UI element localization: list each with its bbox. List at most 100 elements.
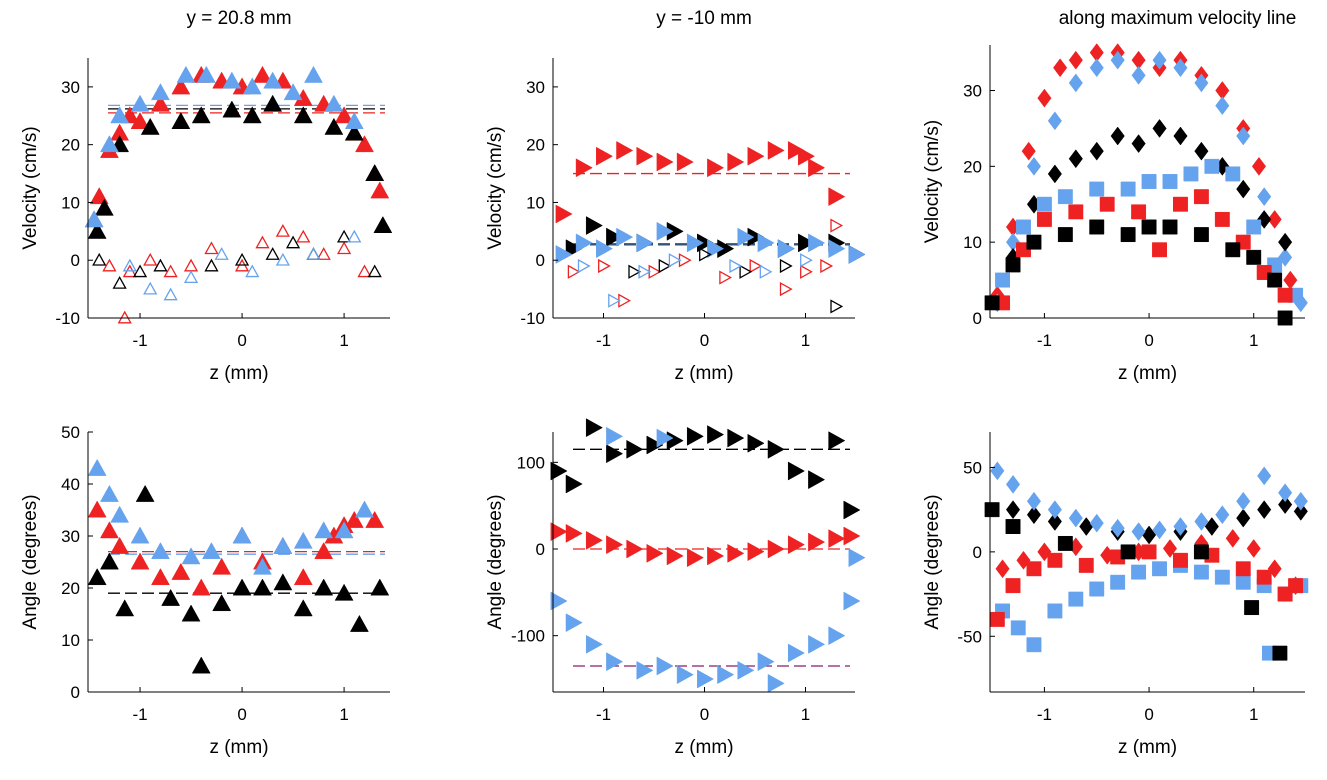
marker	[1089, 58, 1104, 78]
marker	[1225, 242, 1241, 258]
marker	[757, 652, 775, 672]
marker	[1215, 505, 1230, 525]
marker	[212, 557, 232, 575]
marker	[1005, 474, 1021, 494]
y-tick-label: 30	[526, 78, 545, 97]
marker	[115, 599, 135, 617]
marker	[176, 65, 196, 83]
marker	[995, 559, 1010, 579]
marker	[151, 83, 170, 101]
marker	[666, 431, 684, 451]
x-tick-label: -1	[596, 331, 611, 350]
marker	[130, 112, 150, 130]
marker	[567, 264, 581, 279]
marker	[1152, 561, 1167, 577]
marker	[1293, 491, 1308, 511]
y-axis-label: Velocity (cm/s)	[20, 126, 41, 250]
marker	[171, 77, 191, 95]
marker	[606, 535, 624, 555]
marker	[334, 106, 354, 124]
x-axis-label: z (mm)	[674, 363, 733, 384]
marker	[347, 229, 362, 243]
marker	[245, 264, 260, 278]
x-tick-label: 0	[1144, 331, 1153, 350]
marker	[183, 270, 199, 284]
marker	[1173, 196, 1188, 212]
marker	[316, 247, 331, 260]
marker	[314, 521, 334, 539]
marker	[1131, 522, 1146, 542]
marker	[100, 135, 119, 153]
marker	[263, 71, 283, 89]
marker	[606, 652, 624, 672]
marker	[181, 547, 201, 565]
marker	[110, 106, 130, 124]
marker	[151, 542, 170, 560]
y-tick-label: -50	[957, 627, 982, 646]
marker	[1173, 126, 1188, 146]
marker	[1068, 50, 1083, 70]
marker	[1236, 491, 1251, 511]
marker	[1215, 96, 1230, 116]
marker	[575, 158, 593, 178]
marker	[357, 264, 372, 278]
marker	[800, 253, 813, 268]
marker	[1026, 156, 1042, 176]
marker	[727, 543, 745, 563]
marker	[130, 526, 150, 544]
panel-title: y = -10 mm	[656, 8, 752, 29]
y-tick-label: -10	[520, 309, 545, 328]
marker	[1047, 500, 1062, 520]
marker	[676, 665, 694, 685]
marker	[100, 484, 119, 502]
marker	[550, 522, 568, 542]
marker	[1204, 158, 1220, 174]
marker	[608, 293, 621, 308]
x-tick-label: -1	[596, 705, 611, 724]
marker	[222, 100, 242, 118]
marker	[779, 258, 793, 274]
marker	[275, 252, 290, 266]
marker	[275, 223, 290, 237]
marker	[314, 542, 334, 560]
marker	[1141, 544, 1157, 560]
marker	[1162, 219, 1178, 235]
marker	[787, 643, 805, 663]
marker	[1089, 141, 1104, 161]
marker	[729, 258, 743, 274]
marker	[1131, 134, 1146, 153]
x-tick-label: 1	[801, 705, 810, 724]
panel-title: y = 20.8 mm	[186, 8, 291, 29]
marker	[1277, 287, 1293, 303]
marker	[242, 106, 262, 124]
marker	[1251, 156, 1267, 176]
marker	[1078, 557, 1094, 573]
y-tick-label: 10	[526, 193, 545, 212]
marker	[1016, 219, 1031, 235]
marker	[1193, 564, 1209, 580]
marker	[140, 117, 160, 135]
marker	[596, 239, 614, 259]
marker	[171, 562, 191, 580]
marker	[843, 526, 861, 546]
marker	[183, 258, 199, 272]
x-tick-label: 1	[1249, 331, 1258, 350]
marker	[686, 548, 704, 568]
y-tick-label: 30	[61, 78, 80, 97]
marker	[787, 461, 805, 481]
marker	[304, 65, 323, 83]
marker	[117, 310, 132, 324]
marker	[355, 500, 374, 518]
marker	[204, 258, 219, 272]
marker	[1278, 483, 1293, 503]
marker	[253, 65, 272, 83]
marker	[151, 94, 170, 112]
y-tick-label: 0	[71, 251, 80, 270]
marker	[100, 521, 119, 539]
panel: -100 0 100 -1 0 1 z (mm) Angle (degrees)	[485, 418, 866, 758]
marker	[112, 275, 127, 289]
marker	[984, 295, 1000, 311]
marker	[1026, 491, 1042, 511]
marker	[196, 65, 216, 83]
y-tick-label: 50	[963, 458, 982, 477]
